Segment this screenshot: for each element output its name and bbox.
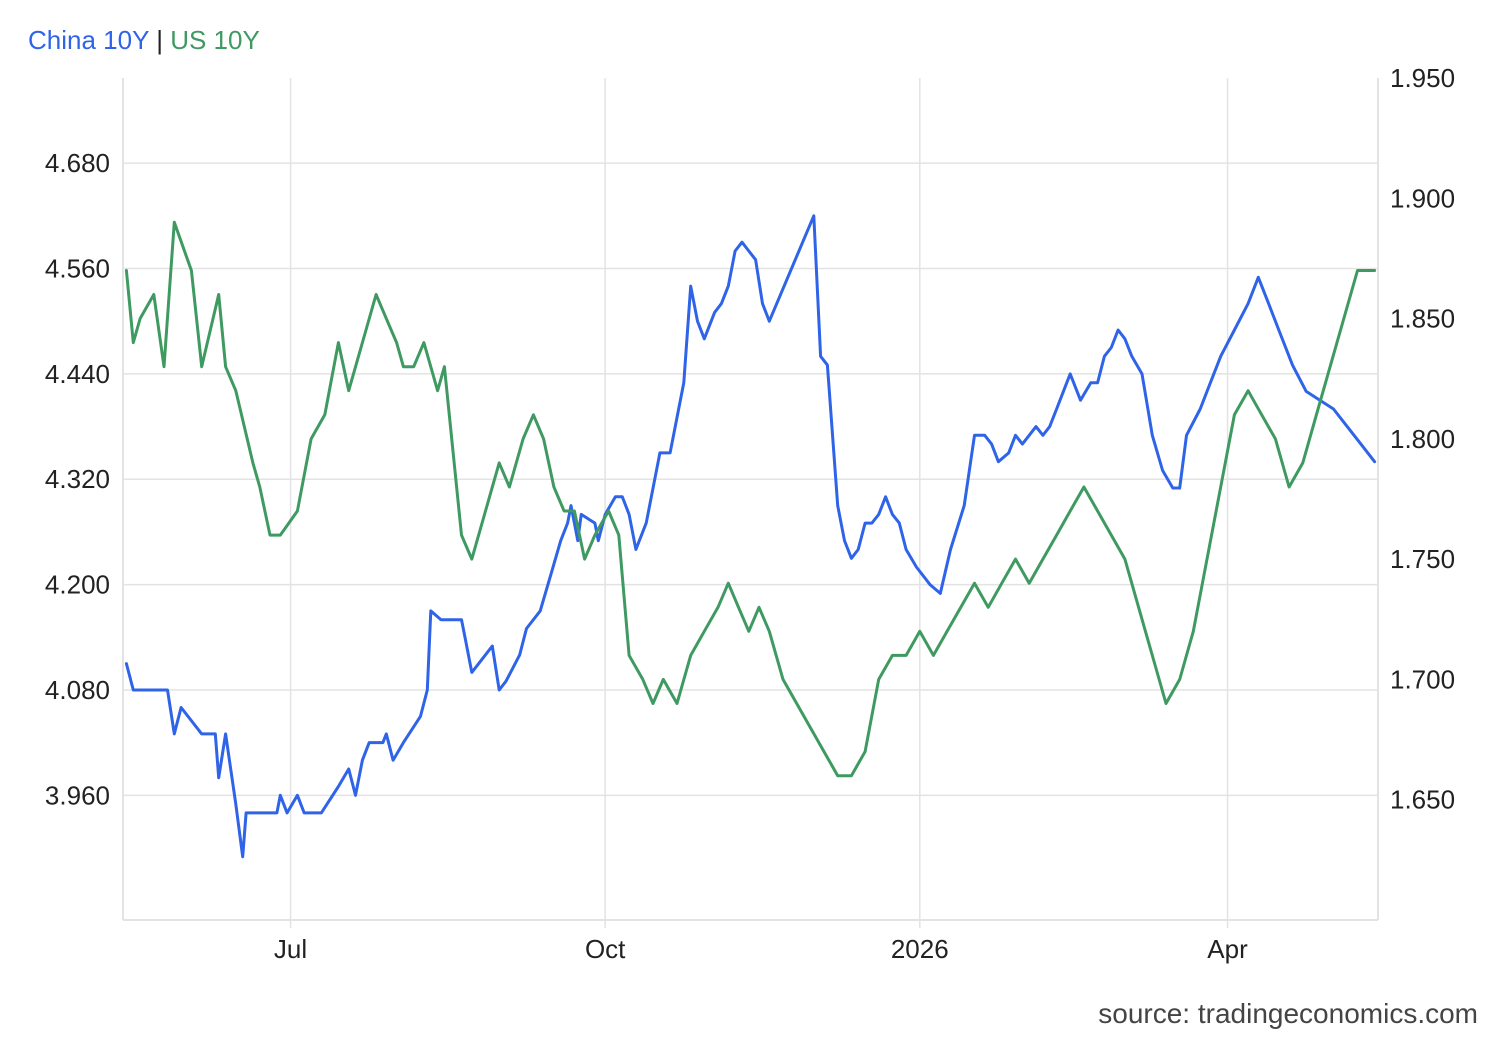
x-tick-label: Apr — [1207, 934, 1248, 964]
y-right-tick-label: 1.650 — [1390, 785, 1455, 815]
x-tick-label: Jul — [274, 934, 307, 964]
legend-us-10y[interactable]: US 10Y — [170, 25, 260, 55]
china-10y-line[interactable] — [124, 214, 1377, 859]
y-left-tick-label: 4.680 — [45, 148, 110, 178]
legend-china-10y[interactable]: China 10Y — [28, 25, 149, 55]
y-right-tick-label: 1.750 — [1390, 544, 1455, 574]
y-right-tick-label: 1.850 — [1390, 304, 1455, 334]
legend-separator: | — [156, 25, 163, 55]
y-right-tick-label: 1.700 — [1390, 664, 1455, 694]
source-credit[interactable]: source: tradingeconomics.com — [1098, 998, 1478, 1029]
x-tick-label: Oct — [585, 934, 626, 964]
y-left-tick-label: 4.200 — [45, 570, 110, 600]
y-left-tick-label: 4.320 — [45, 464, 110, 494]
chart-legend: China 10Y | US 10Y — [28, 22, 260, 58]
y-right-tick-label: 1.900 — [1390, 183, 1455, 213]
y-left-tick-label: 4.080 — [45, 675, 110, 705]
y-left-tick-label: 3.960 — [45, 780, 110, 810]
y-left-tick-label: 4.440 — [45, 359, 110, 389]
x-tick-label: 2026 — [891, 934, 949, 964]
y-right-tick-label: 1.950 — [1390, 63, 1455, 93]
y-left-tick-label: 4.560 — [45, 254, 110, 284]
series-lines — [124, 214, 1377, 859]
us-10y-line[interactable] — [124, 220, 1377, 778]
grid — [122, 78, 1379, 928]
y-right-tick-label: 1.800 — [1390, 424, 1455, 454]
axes: 3.960 4.080 4.200 4.320 4.440 4.560 4.680 1.650… — [45, 63, 1455, 964]
